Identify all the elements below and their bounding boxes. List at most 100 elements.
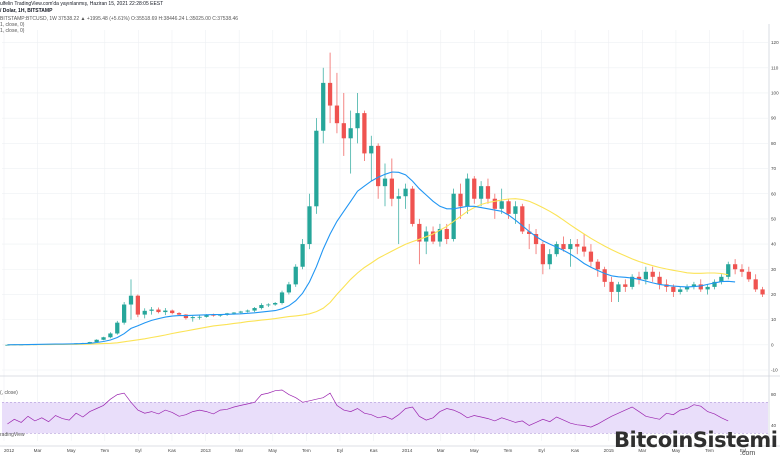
candle	[382, 163, 388, 207]
candle-body	[334, 105, 340, 124]
candle	[712, 279, 717, 290]
candle	[170, 309, 175, 315]
candle-body	[252, 308, 257, 311]
candle	[149, 307, 154, 315]
candle-body	[712, 281, 717, 287]
candle-body	[533, 234, 539, 245]
candle-body	[190, 317, 195, 319]
candle-body	[437, 228, 443, 242]
candle-body	[732, 264, 738, 270]
candle-body	[348, 128, 353, 139]
candle	[746, 266, 751, 282]
candle-body	[417, 223, 422, 242]
candle	[314, 118, 319, 214]
candle	[279, 290, 285, 305]
x-tick-label: Mar	[437, 448, 445, 453]
candle	[554, 241, 559, 257]
y-tick-label: 100	[771, 91, 779, 96]
candle	[478, 181, 484, 207]
candle-body	[726, 264, 731, 277]
candle-body	[671, 286, 676, 292]
candle	[437, 223, 443, 247]
x-tick-label: Mar	[235, 448, 243, 453]
candle	[739, 264, 745, 277]
y-tick-label: 20	[771, 292, 777, 297]
grid-lines	[2, 30, 768, 441]
candle-body	[657, 276, 662, 285]
candle-body	[266, 304, 271, 306]
candle-body	[678, 289, 683, 292]
candle	[602, 266, 607, 287]
candle-body	[581, 246, 587, 252]
candle-body	[684, 286, 690, 290]
candle	[369, 135, 374, 182]
x-tick-label: May	[672, 448, 681, 453]
header-publish-line: ulfelin TradingView.com'da yayınlanmış, …	[0, 1, 164, 7]
candle-body	[698, 284, 703, 290]
y-tick-label: 80	[771, 141, 777, 146]
x-tick-label: Kas	[571, 448, 580, 453]
candle-body	[561, 244, 566, 250]
candle	[403, 183, 408, 209]
candle-body	[87, 342, 92, 344]
candle-body	[197, 316, 202, 318]
candle	[190, 315, 195, 322]
candle-body	[650, 271, 655, 277]
x-tick-label: 2012	[4, 448, 15, 453]
candle	[533, 228, 539, 255]
y-tick-label: 10	[771, 317, 777, 322]
rsi-tick-label: 40	[771, 423, 777, 428]
candles	[5, 52, 765, 346]
candle-body	[760, 289, 765, 295]
candle	[588, 244, 594, 267]
header-symbol-line: / Dolar, 1H, BITSTAMP	[0, 8, 53, 14]
candle	[266, 303, 271, 308]
candle-body	[513, 206, 518, 214]
candle-body	[321, 82, 326, 131]
candle	[410, 186, 415, 227]
candle-body	[609, 281, 614, 292]
y-tick-label: 90	[771, 116, 777, 121]
rsi-line	[7, 389, 729, 428]
candle	[430, 226, 436, 245]
x-tick-label: 2014	[402, 448, 413, 453]
candle-body	[238, 311, 243, 313]
rsi-tick-label: 80	[771, 392, 777, 397]
candle	[362, 110, 367, 161]
candle	[568, 239, 573, 267]
candle-body	[588, 251, 594, 262]
candle-body	[128, 295, 134, 305]
candle	[472, 176, 477, 204]
rsi-band-fill	[2, 402, 768, 434]
candle	[389, 158, 394, 207]
candle-body	[396, 196, 401, 199]
candle-body	[293, 266, 298, 285]
candle-body	[259, 305, 264, 309]
x-tick-label: Tem	[302, 448, 311, 453]
candle-body	[94, 339, 99, 343]
candle-body	[451, 193, 456, 240]
y-tick-label: 120	[771, 40, 779, 45]
candle	[142, 308, 147, 319]
candle	[101, 336, 106, 341]
candle-body	[341, 123, 346, 139]
ma-fast-label: 1, close, 0)	[0, 22, 25, 28]
y-tick-label: 60	[771, 191, 777, 196]
candle	[348, 110, 353, 174]
candle	[705, 284, 710, 295]
x-tick-label: Kas	[168, 448, 177, 453]
x-tick-label: Tem	[100, 448, 109, 453]
candle	[609, 276, 614, 302]
rsi-line-path	[7, 389, 729, 428]
candle	[376, 143, 381, 199]
candle-body	[170, 310, 175, 314]
candle	[334, 72, 340, 134]
candle-body	[595, 261, 600, 270]
ma-slow-label: 1, close, 0)	[0, 28, 25, 34]
candle	[396, 188, 401, 245]
candle-body	[163, 310, 168, 313]
x-tick-label: Eyl	[337, 448, 343, 453]
candle-body	[204, 314, 209, 317]
candle-body	[739, 269, 745, 272]
